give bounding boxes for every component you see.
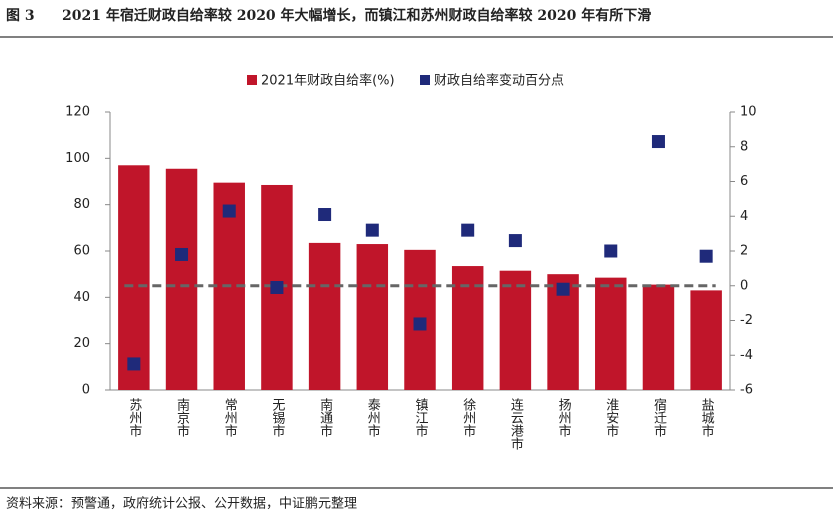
x-tick-label: 连云港市: [508, 397, 524, 450]
legend-swatch: [420, 75, 430, 85]
x-tick-label: 宿迁市: [651, 397, 667, 437]
bar: [118, 165, 150, 390]
y2-tick-label: -4: [740, 348, 753, 363]
legend-swatch: [247, 75, 257, 85]
y2-tick-label: 6: [740, 174, 748, 189]
y2-tick-label: 10: [740, 105, 757, 120]
x-tick-label: 淮安市: [603, 398, 619, 437]
y-tick-label: 20: [73, 336, 90, 351]
y-tick-label: 40: [73, 290, 90, 305]
chart-title: 2021 年宿迁财政自给率较 2020 年大幅增长，而镇江和苏州财政自给率较 2…: [62, 7, 651, 24]
y-tick-label: 80: [73, 197, 90, 212]
y2-tick-label: -2: [740, 313, 753, 328]
point: [604, 244, 618, 258]
point: [461, 223, 475, 237]
bar: [690, 290, 722, 390]
point: [556, 282, 570, 296]
y2-tick-label: 0: [740, 278, 748, 293]
point: [699, 249, 713, 263]
x-tick-label: 盐城市: [699, 398, 715, 437]
bar: [165, 168, 198, 390]
bar: [308, 242, 341, 390]
y2-tick-label: 8: [740, 139, 748, 154]
y-tick-label: 60: [73, 244, 90, 259]
y2-tick-label: -6: [740, 383, 753, 398]
bar: [499, 270, 532, 390]
bar: [595, 277, 627, 390]
y-tick-label: 120: [65, 105, 90, 120]
legend-label: 财政自给率变动百分点: [434, 73, 564, 89]
y2-tick-label: 2: [740, 244, 748, 259]
point: [222, 204, 236, 218]
legend-label: 2021年财政自给率(%): [261, 73, 395, 89]
point: [318, 208, 332, 222]
x-tick-label: 泰州市: [365, 398, 381, 437]
bar: [642, 284, 675, 390]
y-tick-label: 100: [65, 151, 90, 166]
source: 资料来源：预警通，政府统计公报、公开数据，中证鹏元整理: [6, 496, 357, 512]
point: [508, 234, 522, 248]
y2-tick-label: 4: [740, 209, 748, 224]
point: [365, 223, 379, 237]
x-tick-label: 南京市: [174, 397, 190, 437]
point: [175, 247, 189, 261]
x-tick-label: 无锡市: [269, 398, 285, 437]
bar: [356, 244, 389, 390]
point: [270, 280, 284, 294]
point: [651, 135, 665, 149]
x-tick-label: 镇江市: [413, 398, 429, 437]
point: [127, 357, 141, 371]
y-tick-label: 0: [82, 383, 90, 398]
figure-label: 图 3: [6, 8, 35, 24]
x-tick-label: 扬州市: [556, 398, 572, 437]
x-tick-label: 南通市: [317, 397, 333, 437]
x-tick-label: 徐州市: [460, 398, 476, 437]
x-tick-label: 常州市: [222, 398, 238, 437]
point: [413, 317, 427, 331]
x-tick-label: 苏州市: [126, 397, 142, 437]
